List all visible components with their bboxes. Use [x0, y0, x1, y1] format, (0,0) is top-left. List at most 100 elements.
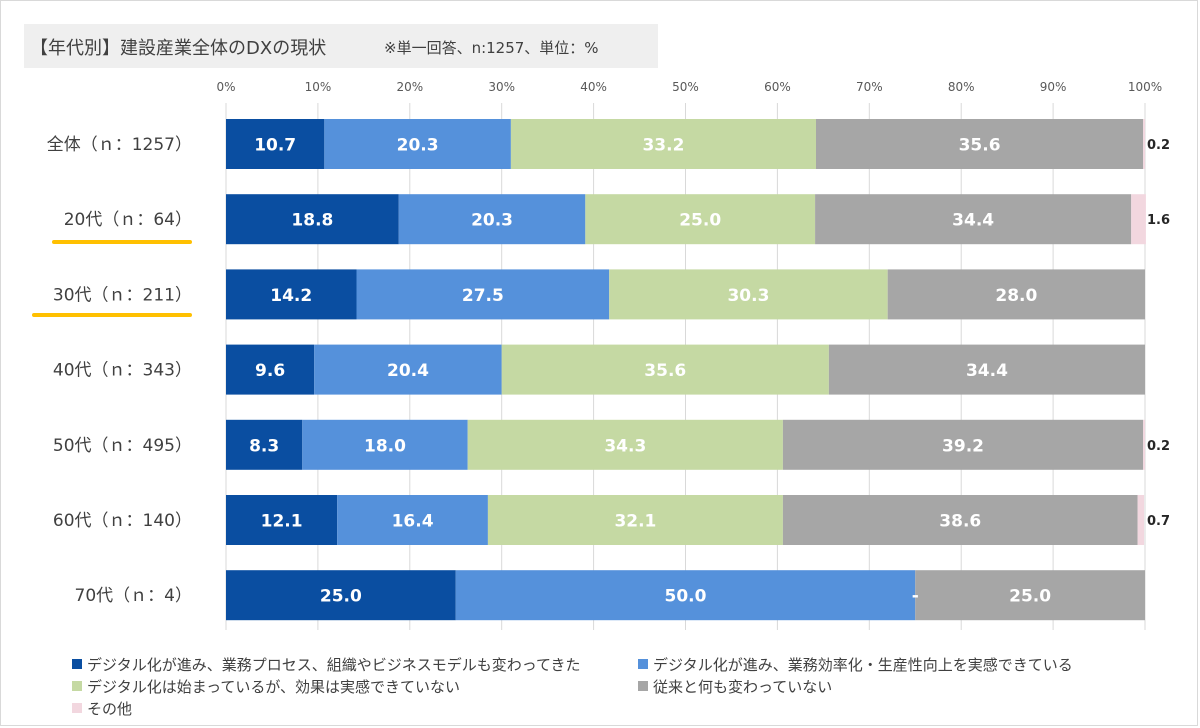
- bar-segment: [324, 119, 511, 169]
- bar-segment: [782, 419, 1144, 470]
- bar-segment: [828, 344, 1145, 395]
- legend-item: デジタル化が進み、業務プロセス、組織やビジネスモデルも変わってきた: [72, 654, 581, 674]
- data-label: 25.0: [1009, 587, 1051, 607]
- highlight-underline-20s: [52, 240, 192, 244]
- data-label: 14.2: [270, 286, 312, 306]
- legend-swatch: [638, 681, 648, 691]
- data-label: 20.4: [387, 361, 429, 381]
- data-label-other: 1.6: [1147, 213, 1170, 228]
- bar-segment: [467, 419, 783, 470]
- bar-segment: [815, 119, 1144, 169]
- chart-note: ※単一回答、n:1257、単位：%: [384, 39, 599, 57]
- category-label: 50代（ｎ：495）: [53, 436, 192, 456]
- bar-segment: [226, 194, 399, 245]
- x-tick-label: 70%: [856, 80, 883, 94]
- legend-item: デジタル化は始まっているが、効果は実感できていない: [72, 676, 460, 696]
- bar-segment: [226, 495, 338, 545]
- bar-segment: [1143, 119, 1145, 169]
- legend-label: デジタル化が進み、業務効率化・生産性向上を実感できている: [653, 655, 1073, 674]
- title-background: [24, 24, 658, 68]
- bar-segment: [337, 495, 488, 545]
- data-label: 25.0: [320, 587, 362, 607]
- x-tick-label: 50%: [672, 80, 699, 94]
- legend-label: デジタル化は始まっているが、効果は実感できていない: [87, 677, 461, 696]
- data-label: 9.6: [255, 361, 285, 381]
- bar-segment: [609, 269, 888, 320]
- data-label: 34.3: [604, 436, 646, 456]
- data-label: 32.1: [614, 512, 656, 532]
- data-label: 28.0: [995, 286, 1037, 306]
- x-tick-label: 10%: [305, 80, 332, 94]
- legend-item: その他: [72, 698, 132, 718]
- data-label: 10.7: [254, 136, 296, 156]
- data-label-other: 0.7: [1147, 514, 1170, 529]
- data-label: 20.3: [397, 136, 439, 156]
- bar-segment: [585, 194, 816, 245]
- bar-segment: [1131, 194, 1146, 245]
- bar-segment: [1143, 419, 1145, 470]
- data-label-other: 0.2: [1147, 439, 1170, 454]
- bar-segment: [356, 269, 610, 320]
- data-label: 20.3: [471, 211, 513, 231]
- bar-segment: [314, 344, 502, 395]
- bar-segment: [487, 495, 783, 545]
- category-label: 60代（ｎ：140）: [53, 511, 192, 531]
- bar-segment: [398, 194, 586, 245]
- bar-segment: [782, 495, 1138, 545]
- zero-marker: -: [912, 586, 919, 606]
- legend: デジタル化が進み、業務プロセス、組織やビジネスモデルも変わってきた デジタル化が進…: [72, 654, 1182, 722]
- data-label: 35.6: [959, 136, 1001, 156]
- bar-segment: [226, 344, 315, 395]
- data-label: 33.2: [642, 136, 684, 156]
- data-label: 16.4: [392, 512, 434, 532]
- data-label: 18.0: [364, 436, 406, 456]
- x-tick-label: 90%: [1040, 80, 1067, 94]
- data-label: 34.4: [952, 211, 994, 231]
- legend-label: その他: [87, 699, 133, 718]
- data-label: 39.2: [942, 436, 984, 456]
- x-tick-label: 30%: [488, 80, 515, 94]
- category-label: 全体（ｎ：1257）: [47, 135, 192, 155]
- bar-segment: [226, 269, 357, 320]
- bar-segment: [226, 570, 456, 621]
- stacked-bar-chart: 0% 10% 20% 30% 40% 50% 60% 70% 80% 90% 100% 全体（ｎ：12…: [47, 80, 1170, 630]
- data-label: 35.6: [644, 361, 686, 381]
- bar-segment: [510, 119, 816, 169]
- data-label: 50.0: [665, 587, 707, 607]
- bar-segment: [226, 119, 325, 169]
- x-tick-label: 0%: [216, 80, 235, 94]
- data-label: 25.0: [679, 211, 721, 231]
- legend-swatch: [72, 681, 82, 691]
- bar-segment: [1137, 495, 1145, 545]
- bar-segment: [302, 419, 468, 470]
- bar-segment: [815, 194, 1132, 245]
- chart-title: 【年代別】建設産業全体のDXの現状: [30, 38, 327, 59]
- data-label: 18.8: [291, 211, 333, 231]
- x-tick-label: 40%: [580, 80, 607, 94]
- highlight-underline-30s: [32, 313, 192, 317]
- bar-segment: [915, 570, 1145, 621]
- category-label: 40代（ｎ：343）: [53, 361, 192, 381]
- category-label: 20代（ｎ：64）: [64, 210, 192, 230]
- bar-segment: [226, 419, 303, 470]
- x-tick-label: 100%: [1128, 80, 1162, 94]
- legend-swatch: [638, 659, 648, 669]
- legend-item: 従来と何も変わっていない: [638, 676, 832, 696]
- legend-swatch: [72, 659, 82, 669]
- x-tick-label: 20%: [396, 80, 423, 94]
- data-label-other: 0.2: [1147, 138, 1170, 153]
- x-tick-label: 80%: [948, 80, 975, 94]
- legend-item: デジタル化が進み、業務効率化・生産性向上を実感できている: [638, 654, 1073, 674]
- category-label: 30代（ｎ：211）: [53, 285, 192, 305]
- legend-label: 従来と何も変わっていない: [653, 677, 833, 696]
- legend-label: デジタル化が進み、業務プロセス、組織やビジネスモデルも変わってきた: [87, 655, 581, 674]
- data-label: 30.3: [727, 286, 769, 306]
- x-tick-label: 60%: [764, 80, 791, 94]
- bar-segment: [501, 344, 829, 395]
- data-label: 38.6: [939, 512, 981, 532]
- category-label: 70代（ｎ：4）: [75, 586, 192, 606]
- data-label: 27.5: [462, 286, 504, 306]
- data-label: 12.1: [261, 512, 303, 532]
- bar-segment: [887, 269, 1145, 320]
